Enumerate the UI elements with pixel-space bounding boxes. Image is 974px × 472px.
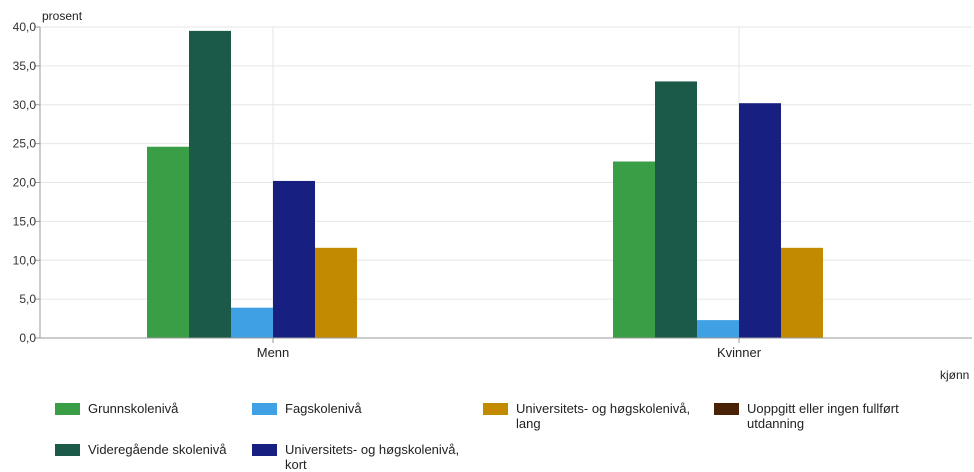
legend-swatch	[483, 403, 508, 415]
legend-swatch	[55, 444, 80, 456]
legend-item: Uoppgitt eller ingen fullført utdanning	[714, 401, 899, 431]
legend-swatch	[252, 444, 277, 456]
bar	[613, 161, 655, 338]
y-tick-label: 25,0	[13, 137, 37, 151]
legend-label: Universitets- og høgskolenivå, kort	[285, 442, 460, 472]
bar	[781, 247, 823, 338]
legend-label: Universitets- og høgskolenivå, lang	[516, 401, 691, 431]
bars	[147, 30, 823, 339]
bar	[697, 320, 739, 338]
bar	[231, 307, 273, 338]
bar	[273, 180, 315, 338]
y-tick-label: 15,0	[13, 214, 37, 228]
bar	[189, 30, 231, 338]
legend-label: Uoppgitt eller ingen fullført utdanning	[747, 401, 899, 431]
y-tick-label: 40,0	[13, 20, 37, 34]
y-tick-label: 30,0	[13, 98, 37, 112]
legend-label: Fagskolenivå	[285, 401, 362, 416]
legend-swatch	[714, 403, 739, 415]
y-tick-label: 5,0	[19, 292, 36, 306]
legend-item: Fagskolenivå	[252, 401, 362, 416]
bar	[655, 81, 697, 339]
legend-item: Grunnskolenivå	[55, 401, 178, 416]
x-tick-label: Kvinner	[717, 345, 762, 360]
bar	[739, 103, 781, 338]
legend-label: Grunnskolenivå	[88, 401, 179, 416]
bar	[315, 247, 357, 338]
legend-label: Videregående skolenivå	[88, 442, 227, 457]
y-tick-label: 20,0	[13, 176, 37, 190]
legend-swatch	[55, 403, 80, 415]
y-tick-label: 35,0	[13, 59, 37, 73]
y-tick-label: 10,0	[13, 253, 37, 267]
x-tick-label: Menn	[257, 345, 290, 360]
legend-item: Universitets- og høgskolenivå, lang	[483, 401, 690, 431]
legend-swatch	[252, 403, 277, 415]
y-axis-label: prosent	[42, 9, 83, 23]
x-axis-label: kjønn	[940, 368, 969, 382]
axes: 0,0 5,0 10,0 15,0 20,0 25,0 30,0 35,0 40,0 Menn Kv…	[13, 20, 972, 360]
legend-item: Videregående skolenivå	[55, 442, 227, 457]
y-tick-label: 0,0	[19, 331, 36, 345]
bar	[147, 146, 189, 338]
legend-item: Universitets- og høgskolenivå, kort	[252, 442, 459, 472]
